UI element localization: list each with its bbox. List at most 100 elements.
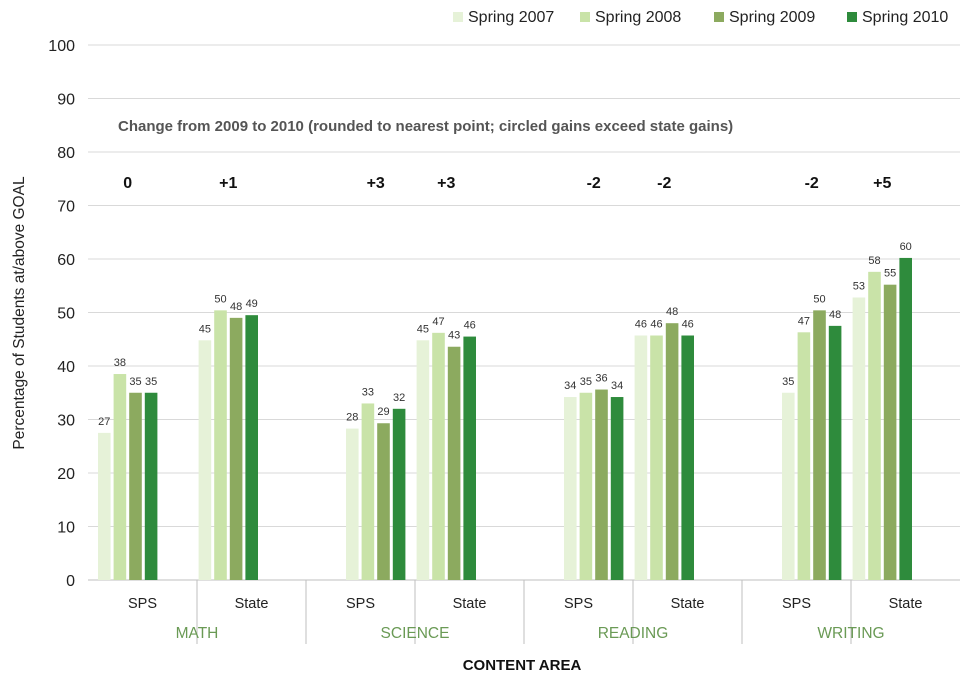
change-label: +3 [437,175,455,192]
change-label: -2 [805,175,819,192]
bar-reading-sps-1 [564,397,577,580]
legend-label: Spring 2009 [729,9,815,26]
legend-label: Spring 2008 [595,9,681,26]
data-label: 55 [884,268,896,280]
data-label: 36 [595,373,607,385]
data-label: 35 [145,376,157,388]
bar-math-state-4 [245,315,258,580]
bar-math-state-3 [229,317,243,580]
group-label: SPS [782,596,811,612]
y-axis-ticks: 0 10 20 30 40 50 60 70 80 90 100 [48,38,75,590]
bar-science-sps-2 [361,403,375,580]
y-tick-label: 100 [48,38,75,55]
group-label: State [235,596,269,612]
data-label: 34 [564,380,576,392]
y-tick-label: 0 [66,573,75,590]
y-tick-label: 10 [57,520,75,537]
bar-science-sps-1 [346,428,359,580]
y-axis-title: Percentage of Students at/above GOAL [11,176,28,450]
legend-swatch [714,12,724,22]
data-label: 38 [114,357,126,369]
change-labels: 0 +1 +3 +3 -2 -2 -2 +5 [123,175,891,192]
data-label: 48 [230,301,242,313]
bar-math-sps-4 [144,392,158,580]
legend-label: Spring 2007 [468,9,554,26]
bar-reading-state-3 [665,323,679,580]
bar-reading-sps-4 [610,397,624,580]
data-label: 46 [682,319,694,331]
area-label-reading: READING [598,625,669,642]
y-tick-label: 20 [57,466,75,483]
legend-swatch [453,12,463,22]
bar-science-sps-3 [377,423,390,580]
bar-math-sps-1 [98,432,111,580]
y-tick-label: 90 [57,92,75,109]
bar-science-state-2 [432,332,445,580]
change-label: +1 [219,175,237,192]
legend-swatch [847,12,857,22]
data-label: 47 [798,315,810,327]
data-label: 45 [199,323,211,335]
y-tick-label: 30 [57,413,75,430]
bar-reading-state-2 [650,335,663,580]
area-label-math: MATH [176,625,219,642]
bars [98,257,912,580]
change-label: +3 [367,175,385,192]
data-label: 34 [611,380,623,392]
bar-reading-state-4 [681,335,694,580]
data-label: 60 [900,241,912,253]
group-label: SPS [128,596,157,612]
legend: Spring 2007 Spring 2008 Spring 2009 Spring … [453,9,948,26]
x-axis-title: CONTENT AREA [463,657,582,674]
y-tick-label: 40 [57,359,75,376]
data-label: 48 [666,306,678,318]
area-label-science: SCIENCE [381,625,450,642]
y-tick-label: 50 [57,306,75,323]
data-label: 27 [98,416,110,428]
data-label: 35 [129,376,141,388]
bar-math-state-1 [198,340,212,580]
data-label: 48 [829,309,841,321]
bar-reading-state-1 [634,335,648,580]
data-label: 46 [650,319,662,331]
bar-writing-sps-1 [782,392,795,580]
bar-writing-state-2 [868,271,881,580]
y-tick-label: 70 [57,199,75,216]
change-label: +5 [873,175,891,192]
bar-writing-state-4 [899,257,912,580]
group-label: State [671,596,705,612]
data-label: 50 [214,293,226,305]
group-label: SPS [346,596,375,612]
bar-writing-sps-2 [797,332,811,580]
bar-science-state-4 [463,336,476,580]
data-label: 45 [417,323,429,335]
data-label: 32 [393,392,405,404]
data-label: 50 [813,293,825,305]
chart-annotation: Change from 2009 to 2010 (rounded to nea… [118,118,733,135]
bar-reading-sps-2 [579,392,593,580]
y-tick-label: 80 [57,145,75,162]
data-label: 47 [432,316,444,328]
bar-math-sps-3 [129,392,142,580]
change-label: -2 [587,175,601,192]
area-label-writing: WRITING [817,625,884,642]
data-label: 49 [246,298,258,310]
data-label: 58 [868,255,880,267]
bar-math-state-2 [214,310,227,580]
data-label: 53 [853,281,865,293]
data-label: 35 [782,376,794,388]
group-label: SPS [564,596,593,612]
group-label: State [889,596,923,612]
bar-reading-sps-3 [595,389,608,580]
group-label: State [453,596,487,612]
legend-swatch [580,12,590,22]
legend-label: Spring 2010 [862,9,948,26]
data-label: 43 [448,330,460,342]
bar-math-sps-2 [113,374,127,580]
bar-writing-state-1 [852,297,866,580]
data-label: 33 [362,386,374,398]
data-label: 46 [635,319,647,331]
